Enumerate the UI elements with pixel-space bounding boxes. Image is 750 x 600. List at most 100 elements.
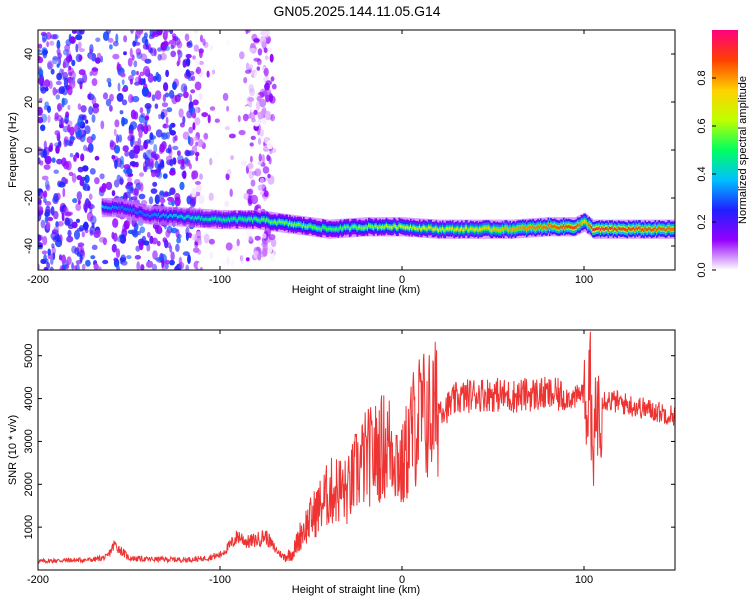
- spectrogram-track-cell: [133, 208, 136, 212]
- spectrogram-noise-cell: [151, 171, 156, 178]
- spectrogram-noise-cell: [185, 57, 191, 67]
- spectrogram-track-cell: [246, 218, 249, 221]
- spectrogram-noise-cell: [183, 91, 189, 99]
- spectrogram-noise-cell: [263, 47, 268, 54]
- spectrogram-track-cell: [156, 214, 159, 218]
- colorbar-tick-label: 0.6: [696, 118, 708, 133]
- spectrogram-noise-cell: [177, 233, 182, 239]
- spectrogram-track-cell: [565, 224, 567, 228]
- spectrogram-track-cell: [486, 226, 488, 230]
- spectrogram-track-cell: [556, 226, 559, 230]
- spectrogram-noise-cell: [71, 59, 76, 67]
- spectrogram-track-cell: [568, 224, 570, 228]
- spectrogram-noise-cell: [158, 226, 162, 235]
- spectrogram-track-cell: [170, 213, 173, 217]
- spectrogram-noise-cell: [59, 265, 64, 270]
- spectrogram-noise-cell: [257, 111, 264, 120]
- spectrogram-track-cell: [411, 227, 413, 231]
- spectrogram-noise-cell: [126, 255, 132, 260]
- spectrogram-noise-cell: [80, 105, 87, 113]
- spectrogram-track-cell: [179, 215, 181, 218]
- spectrogram-track-cell: [508, 228, 510, 232]
- spectrogram-noise-cell: [65, 55, 73, 63]
- spectrogram-track-cell: [626, 228, 629, 232]
- spectrogram-track-cell: [392, 225, 394, 229]
- spectrogram-noise-cell: [261, 107, 267, 115]
- spectrogram-track-cell: [407, 226, 410, 230]
- spectrogram-noise-cell: [195, 184, 202, 193]
- spectrogram-track-cell: [588, 223, 590, 226]
- spectrogram-track-cell: [429, 226, 431, 230]
- spectrogram-track-cell: [461, 226, 463, 230]
- spectrogram-track-cell: [309, 223, 311, 227]
- spectrogram-track-cell: [117, 207, 119, 210]
- spectrogram-noise-cell: [91, 244, 98, 250]
- spectrogram-noise-cell: [203, 233, 210, 244]
- spectrogram-noise-cell: [254, 235, 261, 241]
- spectrogram-noise-cell: [159, 198, 166, 204]
- spectrogram-noise-cell: [157, 47, 162, 52]
- spectrogram-track-cell: [341, 227, 343, 231]
- spectrogram-heatmap: [38, 30, 675, 270]
- spectrogram-track-cell: [659, 227, 662, 231]
- spectrogram-track-cell: [531, 226, 533, 230]
- spectrogram-track-cell: [197, 216, 199, 220]
- spectrogram-track-cell: [634, 228, 636, 232]
- spectrogram-track-cell: [417, 227, 420, 231]
- spectrogram-noise-cell: [38, 157, 41, 165]
- spectrogram-track-cell: [146, 213, 148, 217]
- spectrogram-noise-cell: [260, 135, 265, 144]
- spectrogram-noise-cell: [140, 112, 146, 118]
- spectrogram-noise-cell: [198, 61, 204, 65]
- spectrogram-noise-cell: [188, 40, 193, 47]
- spectrogram-track-cell: [457, 227, 459, 230]
- spectrogram-noise-cell: [55, 94, 60, 100]
- spectrogram-track-cell: [447, 227, 449, 231]
- spectrogram-track-cell: [394, 225, 397, 228]
- spectrogram-track-cell: [238, 217, 240, 220]
- spectrogram-track-cell: [147, 213, 150, 217]
- spectrogram-noise-cell: [58, 86, 65, 95]
- spectrogram-noise-cell: [133, 141, 140, 146]
- snr-series-line: [37, 331, 676, 565]
- spectrogram-track-cell: [369, 224, 371, 228]
- spectrogram-noise-cell: [199, 140, 204, 145]
- spectrogram-noise-cell: [156, 30, 163, 36]
- spectrogram-track-cell: [183, 216, 185, 220]
- spectrogram-noise-cell: [76, 218, 80, 223]
- spectrogram-noise-cell: [149, 235, 154, 244]
- spectrogram-noise-cell: [176, 150, 181, 157]
- spectrogram-track-cell: [105, 205, 108, 209]
- spectrogram-noise-cell: [174, 196, 181, 207]
- spectrogram-noise-cell: [177, 263, 181, 270]
- spectrogram-noise-cell: [62, 187, 66, 198]
- spectrogram-track-cell: [436, 228, 439, 232]
- spectrogram-noise-cell: [195, 66, 202, 75]
- spectrogram-noise-cell: [99, 173, 105, 180]
- spectrogram-noise-cell: [129, 121, 138, 130]
- spectrogram-track-cell: [497, 228, 500, 232]
- spectrogram-noise-cell: [56, 192, 61, 201]
- spectrogram-track-cell: [631, 227, 634, 231]
- spectrogram-noise-cell: [39, 83, 46, 92]
- spectrogram-track-cell: [306, 225, 309, 229]
- spectrogram-noise-cell: [211, 69, 216, 75]
- spectrogram-noise-cell: [187, 254, 191, 265]
- spectrogram-noise-cell: [188, 126, 194, 134]
- spectrogram-track-cell: [576, 223, 579, 227]
- spectrogram-track-cell: [415, 227, 417, 231]
- spectrogram-noise-cell: [152, 181, 158, 187]
- spectrogram-track-cell: [401, 225, 403, 228]
- spectrogram-noise-cell: [209, 157, 213, 166]
- spectrogram-noise-cell: [164, 92, 170, 98]
- spectrogram-noise-cell: [76, 191, 83, 201]
- spectrogram-noise-cell: [258, 153, 262, 162]
- spectrogram-track-cell: [134, 210, 137, 214]
- spectrogram-track-cell: [658, 226, 660, 230]
- spectrogram-noise-cell: [38, 242, 44, 249]
- spectrogram-noise-cell: [38, 76, 45, 86]
- spectrogram-noise-cell: [87, 185, 91, 191]
- spectrogram-noise-cell: [132, 40, 137, 47]
- spectrogram-track-cell: [458, 229, 460, 233]
